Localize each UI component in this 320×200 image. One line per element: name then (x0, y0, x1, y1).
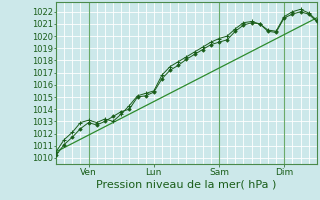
X-axis label: Pression niveau de la mer( hPa ): Pression niveau de la mer( hPa ) (96, 180, 276, 190)
